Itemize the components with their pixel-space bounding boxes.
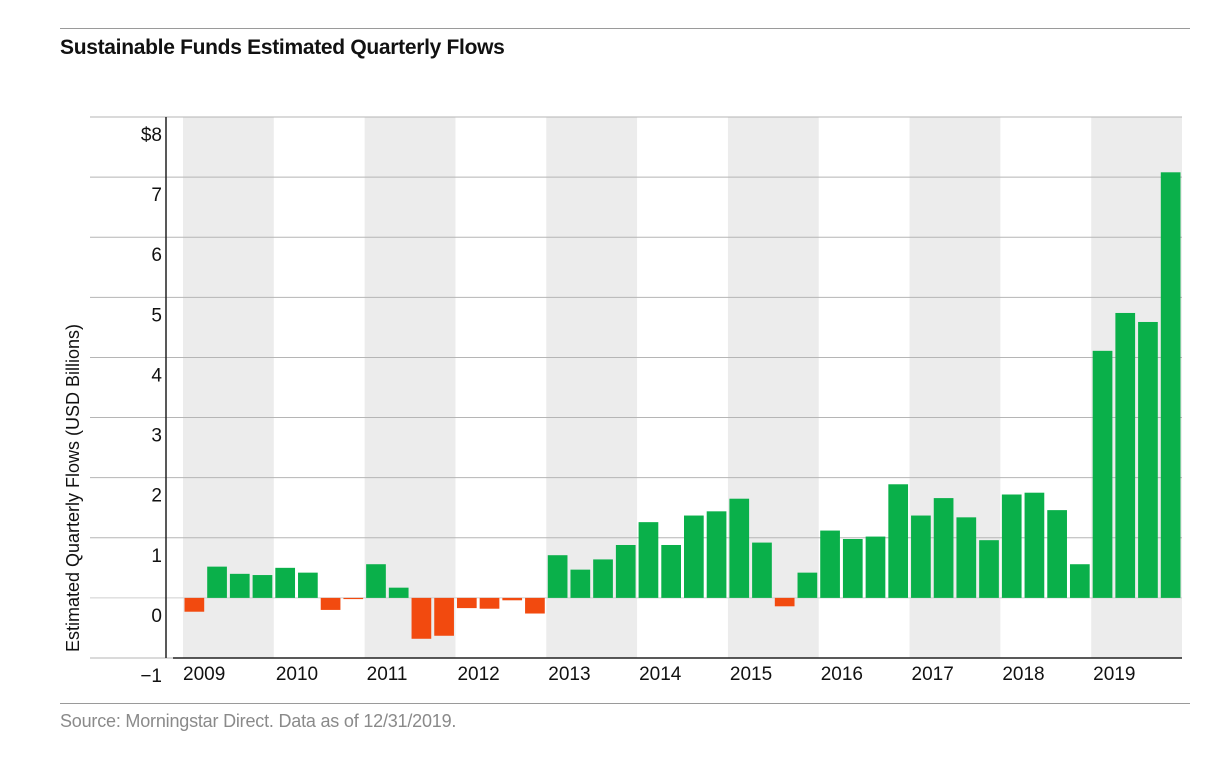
bar-2018-q2 [1024, 492, 1045, 598]
y-tick-labels: $8 7 6 5 4 3 2 1 0 −1 [140, 125, 162, 687]
bar-2017-q3 [956, 517, 977, 598]
bar-2013-q3 [593, 559, 613, 598]
bar-2019-q1 [1092, 350, 1113, 598]
y-tick-label-3: 3 [151, 426, 162, 447]
x-tick-label-2009: 2009 [183, 664, 225, 685]
bar-2015-q3 [774, 597, 795, 607]
bar-2010-q1 [275, 567, 296, 598]
y-tick-label-7: 7 [151, 185, 162, 206]
bar-2015-q4 [797, 572, 818, 598]
bar-2018-q3 [1047, 510, 1067, 598]
bar-2017-q1 [911, 515, 931, 598]
bar-2015-q1 [729, 498, 750, 598]
chart-title: Sustainable Funds Estimated Quarterly Fl… [60, 36, 505, 59]
y-tick-label-4: 4 [151, 365, 162, 386]
bar-2010-q2 [298, 572, 318, 598]
x-tick-label-2019: 2019 [1093, 664, 1135, 685]
y-tick-label-1: 1 [151, 546, 162, 567]
bar-2012-q1 [456, 597, 477, 609]
bar-2019-q2 [1115, 312, 1136, 598]
bar-2011-q3 [411, 597, 432, 639]
bar-2019-q4 [1160, 172, 1181, 598]
bar-2011-q1 [366, 564, 386, 598]
x-tick-label-2012: 2012 [457, 664, 499, 685]
bar-2009-q2 [207, 566, 227, 598]
x-tick-label-2011: 2011 [367, 664, 408, 685]
bar-2016-q2 [842, 538, 863, 598]
bars [184, 172, 1181, 639]
bar-2014-q3 [684, 515, 704, 598]
x-tick-label-2018: 2018 [1002, 664, 1044, 685]
x-tick-label-2013: 2013 [548, 664, 590, 685]
bar-2018-q4 [1069, 564, 1090, 598]
bar-2017-q4 [979, 540, 999, 598]
bar-2009-q3 [229, 573, 250, 598]
y-axis-label: Estimated Quarterly Flows (USD Billions) [63, 324, 83, 652]
y-tick-label-6: 6 [151, 245, 162, 266]
top-rule [60, 28, 1190, 29]
y-tick-label-0: 0 [151, 606, 162, 627]
bar-2014-q1 [638, 522, 659, 598]
y-tick-label-2: 2 [151, 486, 162, 507]
y-tick-label-8: $8 [141, 125, 162, 146]
source-note: Source: Morningstar Direct. Data as of 1… [60, 711, 457, 731]
x-tick-label-2010: 2010 [276, 664, 318, 685]
bar-2013-q1 [547, 555, 568, 598]
bar-2013-q4 [615, 544, 636, 598]
bar-2011-q4 [434, 597, 454, 636]
bar-2012-q4 [525, 597, 545, 614]
x-tick-label-2016: 2016 [821, 664, 863, 685]
bar-2010-q3 [320, 597, 341, 610]
x-tick-labels: 2009 2010 2011 2012 2013 2014 2015 2016 2017 2018… [183, 664, 1135, 685]
bar-2018-q1 [1001, 494, 1022, 598]
x-tick-label-2014: 2014 [639, 664, 682, 685]
bar-2010-q4 [343, 597, 364, 600]
chart-area: $8 7 6 5 4 3 2 1 0 −1 2009 2010 2011 2012 2013 2014 201… [63, 116, 1182, 687]
year-band-2009 [183, 117, 274, 658]
axes [165, 117, 1182, 659]
bar-2016-q1 [820, 530, 840, 598]
bar-2012-q3 [502, 597, 523, 601]
bar-2019-q3 [1138, 321, 1158, 598]
bar-2016-q4 [888, 484, 909, 598]
x-tick-label-2017: 2017 [912, 664, 954, 685]
y-tick-label--1: −1 [140, 666, 162, 687]
bar-2009-q1 [184, 597, 205, 612]
bar-2013-q2 [570, 569, 591, 598]
bar-2015-q2 [752, 542, 772, 598]
bar-2011-q2 [388, 587, 409, 598]
bar-2009-q4 [252, 575, 273, 598]
bar-2014-q2 [661, 544, 681, 598]
y-tick-label-5: 5 [151, 305, 162, 326]
bar-2014-q4 [706, 511, 727, 598]
bottom-rule [60, 703, 1190, 704]
bar-2012-q2 [479, 597, 500, 609]
bar-2017-q2 [933, 498, 954, 598]
bar-2016-q3 [865, 536, 886, 598]
x-tick-label-2015: 2015 [730, 664, 772, 685]
